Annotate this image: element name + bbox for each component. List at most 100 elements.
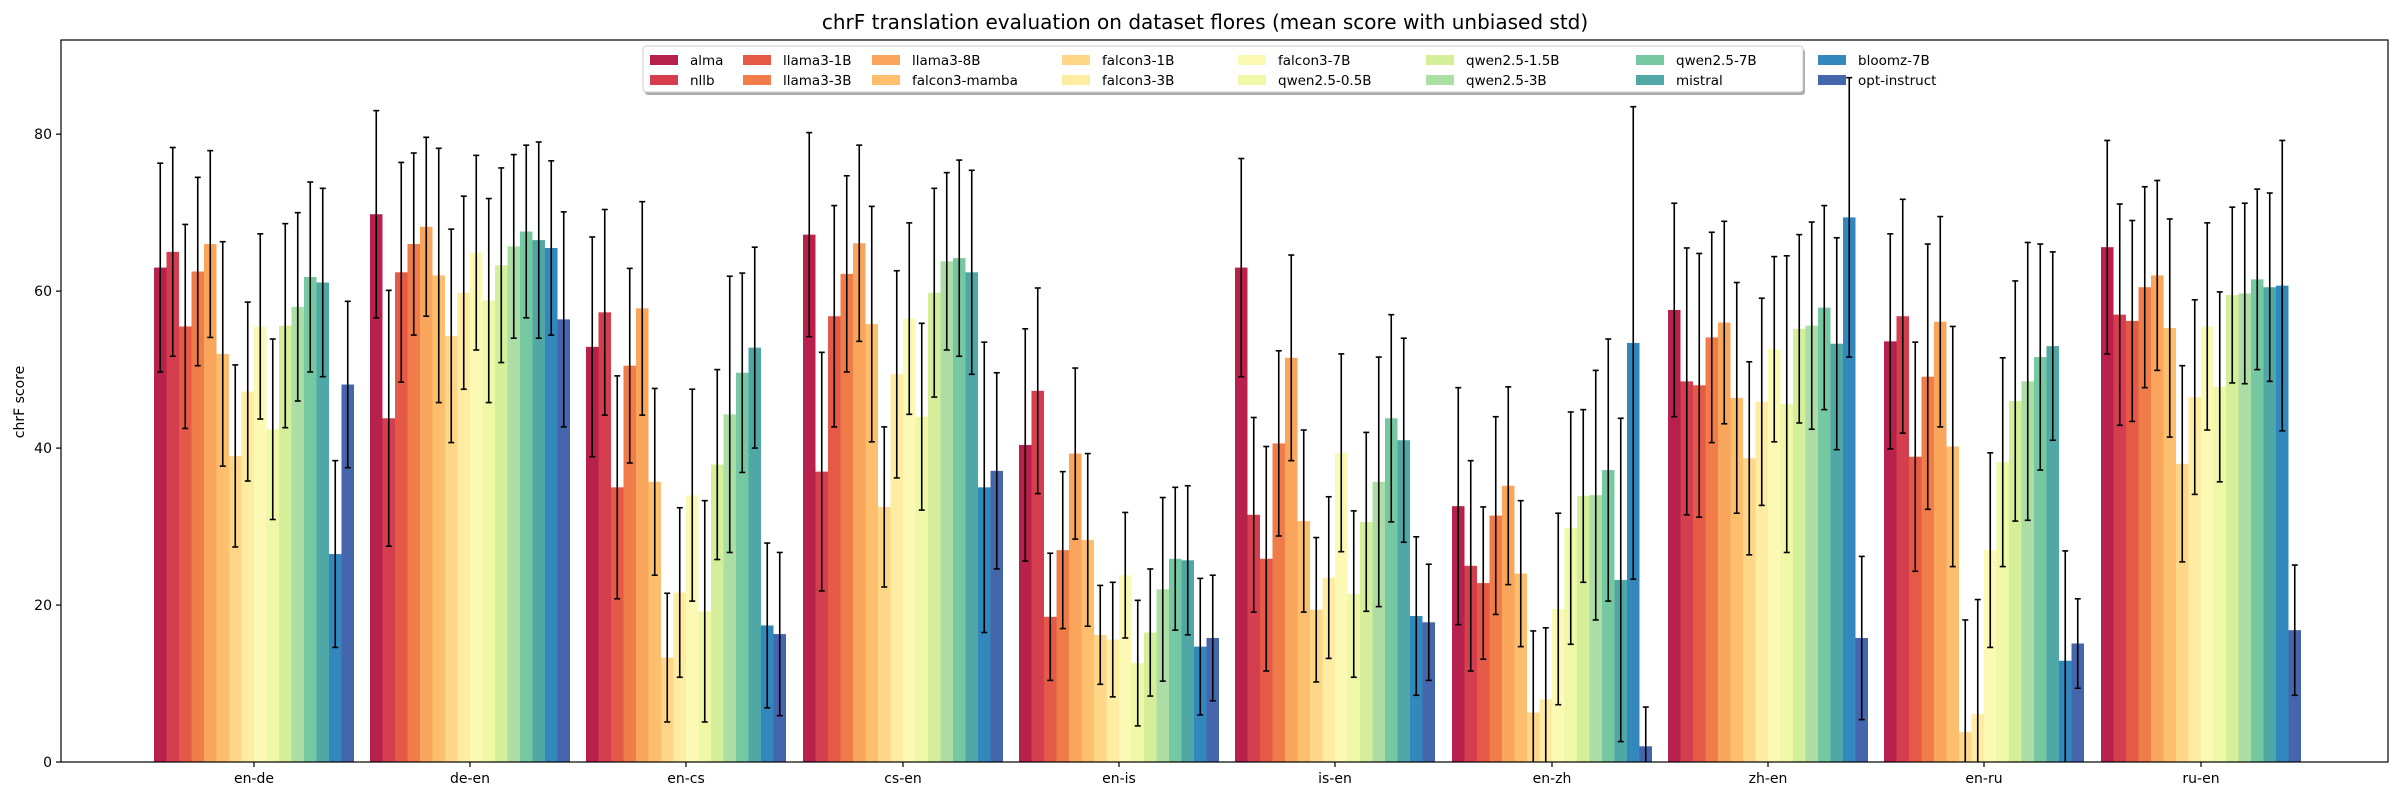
- bar-falcon3-7B-is-en: [1335, 452, 1348, 762]
- legend-item-llama3-1B: llama3-1B: [743, 53, 852, 69]
- errorbar-falcon3-3B-en-ru: [1974, 598, 1981, 762]
- errorbar-falcon3-1B-en-cs: [664, 592, 671, 723]
- errorbar-falcon3-mamba-de-en: [435, 147, 442, 404]
- errorbar-llama3-8B-en-ru: [1937, 215, 1944, 428]
- bar-falcon3-7B-en-cs: [686, 495, 699, 762]
- bar-falcon3-mamba-en-cs: [648, 481, 661, 762]
- errorbar-bloomz-7B-en-is: [1197, 577, 1204, 716]
- legend-label: mistral: [1676, 73, 1723, 89]
- legend-label: nllb: [690, 73, 715, 89]
- legend-item-qwen2.5-0.5B: qwen2.5-0.5B: [1238, 73, 1372, 89]
- legend-label: qwen2.5-1.5B: [1466, 53, 1560, 69]
- bar-falcon3-3B-zh-en: [1755, 401, 1768, 762]
- bar-llama3-3B-is-en: [1272, 443, 1285, 762]
- legend-swatch: [1818, 75, 1846, 85]
- bar-qwen2.5-7B-cs-en: [953, 258, 966, 762]
- bar-llama3-3B-cs-en: [840, 273, 853, 762]
- bar-llama3-1B-de-en: [395, 272, 408, 762]
- errorbar-nllb-en-ru: [1899, 198, 1906, 434]
- bar-llama3-3B-zh-en: [1705, 337, 1718, 762]
- errorbar-opt-instruct-cs-en: [993, 371, 1000, 570]
- errorbar-mistral-en-ru: [2049, 251, 2056, 442]
- errorbar-opt-instruct-en-de: [344, 300, 351, 469]
- errorbar-qwen2.5-1.5B-en-ru: [2012, 280, 2019, 522]
- errorbar-nllb-en-zh: [1467, 459, 1474, 672]
- legend-label: falcon3-1B: [1102, 53, 1174, 69]
- errorbar-alma-is-en: [1238, 157, 1245, 378]
- errorbar-qwen2.5-1.5B-ru-en: [2229, 206, 2236, 384]
- errorbar-llama3-8B-en-zh: [1505, 386, 1512, 586]
- bar-qwen2.5-0.5B-cs-en: [915, 416, 928, 762]
- errorbar-bloomz-7B-en-zh: [1630, 105, 1637, 580]
- bar-qwen2.5-3B-is-en: [1372, 481, 1385, 762]
- errorbar-llama3-1B-cs-en: [831, 204, 838, 428]
- bar-llama3-1B-en-cs: [611, 487, 624, 762]
- legend-swatch: [872, 55, 900, 65]
- chart-title: chrF translation evaluation on dataset f…: [822, 10, 1588, 34]
- legend-swatch: [1426, 55, 1454, 65]
- bar-qwen2.5-7B-de-en: [520, 231, 533, 763]
- bar-falcon3-mamba-en-is: [1081, 539, 1094, 762]
- legend-swatch: [650, 75, 678, 85]
- errorbar-llama3-8B-cs-en: [856, 144, 863, 343]
- errorbar-llama3-3B-en-ru: [1924, 243, 1931, 511]
- bar-alma-en-ru: [1884, 341, 1897, 762]
- bar-falcon3-1B-cs-en: [878, 506, 891, 762]
- errorbar-llama3-1B-en-zh: [1480, 506, 1487, 660]
- bar-llama3-8B-en-zh: [1502, 485, 1515, 762]
- errorbar-falcon3-1B-en-ru: [1962, 619, 1969, 762]
- bar-qwen2.5-7B-en-ru: [2034, 357, 2047, 762]
- bar-bloomz-7B-zh-en: [1843, 217, 1856, 763]
- bar-qwen2.5-0.5B-en-de: [266, 429, 279, 762]
- errorbar-alma-en-cs: [589, 236, 596, 458]
- legend-box: [642, 45, 1804, 93]
- bar-falcon3-mamba-en-ru: [1946, 446, 1959, 762]
- bar-qwen2.5-7B-en-cs: [736, 372, 749, 762]
- bar-opt-instruct-is-en: [1422, 622, 1435, 762]
- errorbar-alma-de-en: [373, 109, 380, 319]
- bar-nllb-en-ru: [1896, 316, 1909, 762]
- errorbar-llama3-1B-en-cs: [614, 375, 621, 600]
- bar-falcon3-7B-ru-en: [2201, 326, 2214, 762]
- bar-falcon3-mamba-is-en: [1297, 521, 1310, 762]
- legend-item-falcon3-mamba: falcon3-mamba: [872, 73, 1018, 89]
- legend-item-mistral: mistral: [1636, 73, 1723, 89]
- errorbar-opt-instruct-ru-en: [2291, 564, 2298, 697]
- bar-qwen2.5-1.5B-en-is: [1144, 632, 1157, 762]
- bar-mistral-de-en: [532, 240, 545, 762]
- errorbar-bloomz-7B-en-ru: [2062, 550, 2069, 762]
- bar-qwen2.5-3B-zh-en: [1805, 325, 1818, 762]
- errorbar-qwen2.5-7B-zh-en: [1821, 204, 1828, 411]
- legend-label: qwen2.5-0.5B: [1278, 73, 1372, 89]
- bar-mistral-zh-en: [1830, 343, 1843, 762]
- legend-item-falcon3-3B: falcon3-3B: [1062, 73, 1174, 89]
- x-tick-label-en-is: en-is: [1102, 771, 1136, 787]
- bar-qwen2.5-3B-en-ru: [2021, 381, 2034, 762]
- bar-llama3-8B-en-ru: [1934, 321, 1947, 762]
- errorbar-falcon3-7B-zh-en: [1771, 255, 1778, 443]
- errorbar-qwen2.5-0.5B-en-ru: [1999, 357, 2006, 568]
- bar-mistral-is-en: [1397, 440, 1410, 762]
- bar-opt-instruct-en-ru: [2071, 643, 2084, 762]
- errorbar-alma-en-is: [1022, 327, 1029, 562]
- x-tick-label-en-ru: en-ru: [1965, 771, 2002, 787]
- bar-falcon3-1B-ru-en: [2176, 463, 2189, 762]
- y-axis-label: chrF score: [12, 366, 28, 438]
- errorbar-falcon3-7B-en-zh: [1555, 512, 1562, 706]
- bar-llama3-1B-en-de: [179, 326, 192, 762]
- errorbar-mistral-en-zh: [1617, 417, 1624, 743]
- errorbar-qwen2.5-0.5B-ru-en: [2216, 291, 2223, 483]
- legend-item-falcon3-7B: falcon3-7B: [1238, 53, 1350, 69]
- errorbar-llama3-3B-cs-en: [843, 174, 850, 373]
- legend-swatch: [1636, 75, 1664, 85]
- errorbar-nllb-zh-en: [1683, 247, 1690, 516]
- errorbar-qwen2.5-1.5B-is-en: [1363, 431, 1370, 613]
- bar-nllb-de-en: [382, 418, 395, 762]
- bar-qwen2.5-3B-en-de: [291, 306, 304, 762]
- bar-qwen2.5-7B-en-is: [1169, 558, 1182, 762]
- errorbar-mistral-en-is: [1184, 484, 1191, 636]
- bar-qwen2.5-0.5B-zh-en: [1780, 404, 1793, 762]
- bar-qwen2.5-1.5B-ru-en: [2226, 295, 2239, 762]
- legend-item-qwen2.5-7B: qwen2.5-7B: [1636, 53, 1757, 69]
- errorbar-mistral-ru-en: [2266, 192, 2273, 383]
